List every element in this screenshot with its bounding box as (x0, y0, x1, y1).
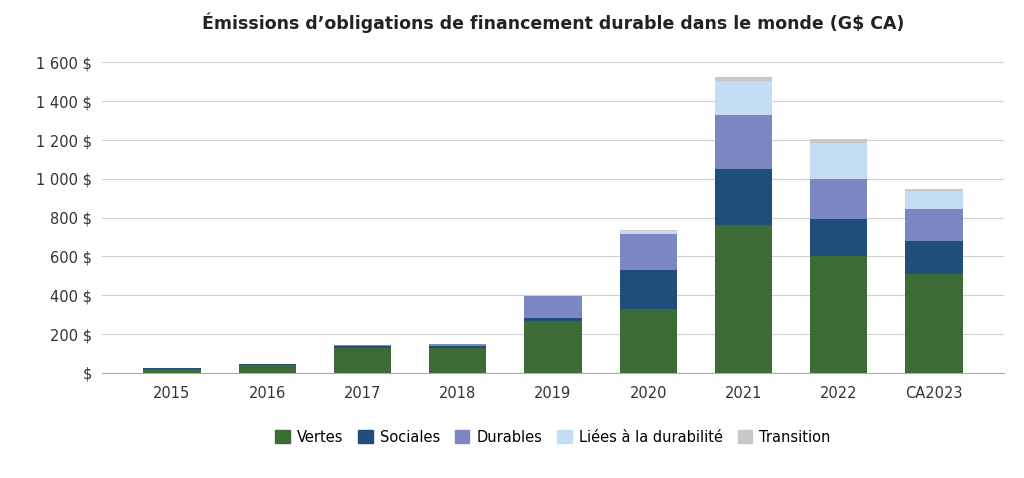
Bar (715, 115, 772, 169)
Bar (810, 139, 867, 143)
Bar (334, 346, 391, 348)
Bar (810, 256, 867, 373)
Bar (620, 234, 677, 270)
Bar (239, 364, 296, 365)
Bar (620, 230, 677, 231)
Bar (905, 188, 963, 192)
Bar (810, 143, 867, 179)
Bar (239, 365, 296, 373)
Bar (334, 348, 391, 373)
Bar (905, 209, 963, 241)
Bar (429, 344, 486, 346)
Bar (524, 321, 582, 373)
Bar (334, 345, 391, 346)
Bar (620, 270, 677, 309)
Bar (715, 81, 772, 115)
Bar (905, 274, 963, 373)
Bar (715, 169, 772, 226)
Bar (715, 77, 772, 81)
Bar (620, 309, 677, 373)
Title: Émissions d’obligations de financement durable dans le monde (G$ CA): Émissions d’obligations de financement d… (202, 12, 904, 33)
Bar (905, 192, 963, 209)
Bar (143, 368, 201, 369)
Bar (810, 179, 867, 218)
Bar (810, 218, 867, 256)
Bar (429, 348, 486, 373)
Bar (429, 346, 486, 348)
Bar (143, 369, 201, 373)
Bar (524, 296, 582, 317)
Bar (524, 317, 582, 321)
Bar (620, 231, 677, 234)
Bar (905, 241, 963, 274)
Bar (715, 226, 772, 373)
Legend: Vertes, Sociales, Durables, Liées à la durabilité, Transition: Vertes, Sociales, Durables, Liées à la d… (275, 430, 830, 445)
